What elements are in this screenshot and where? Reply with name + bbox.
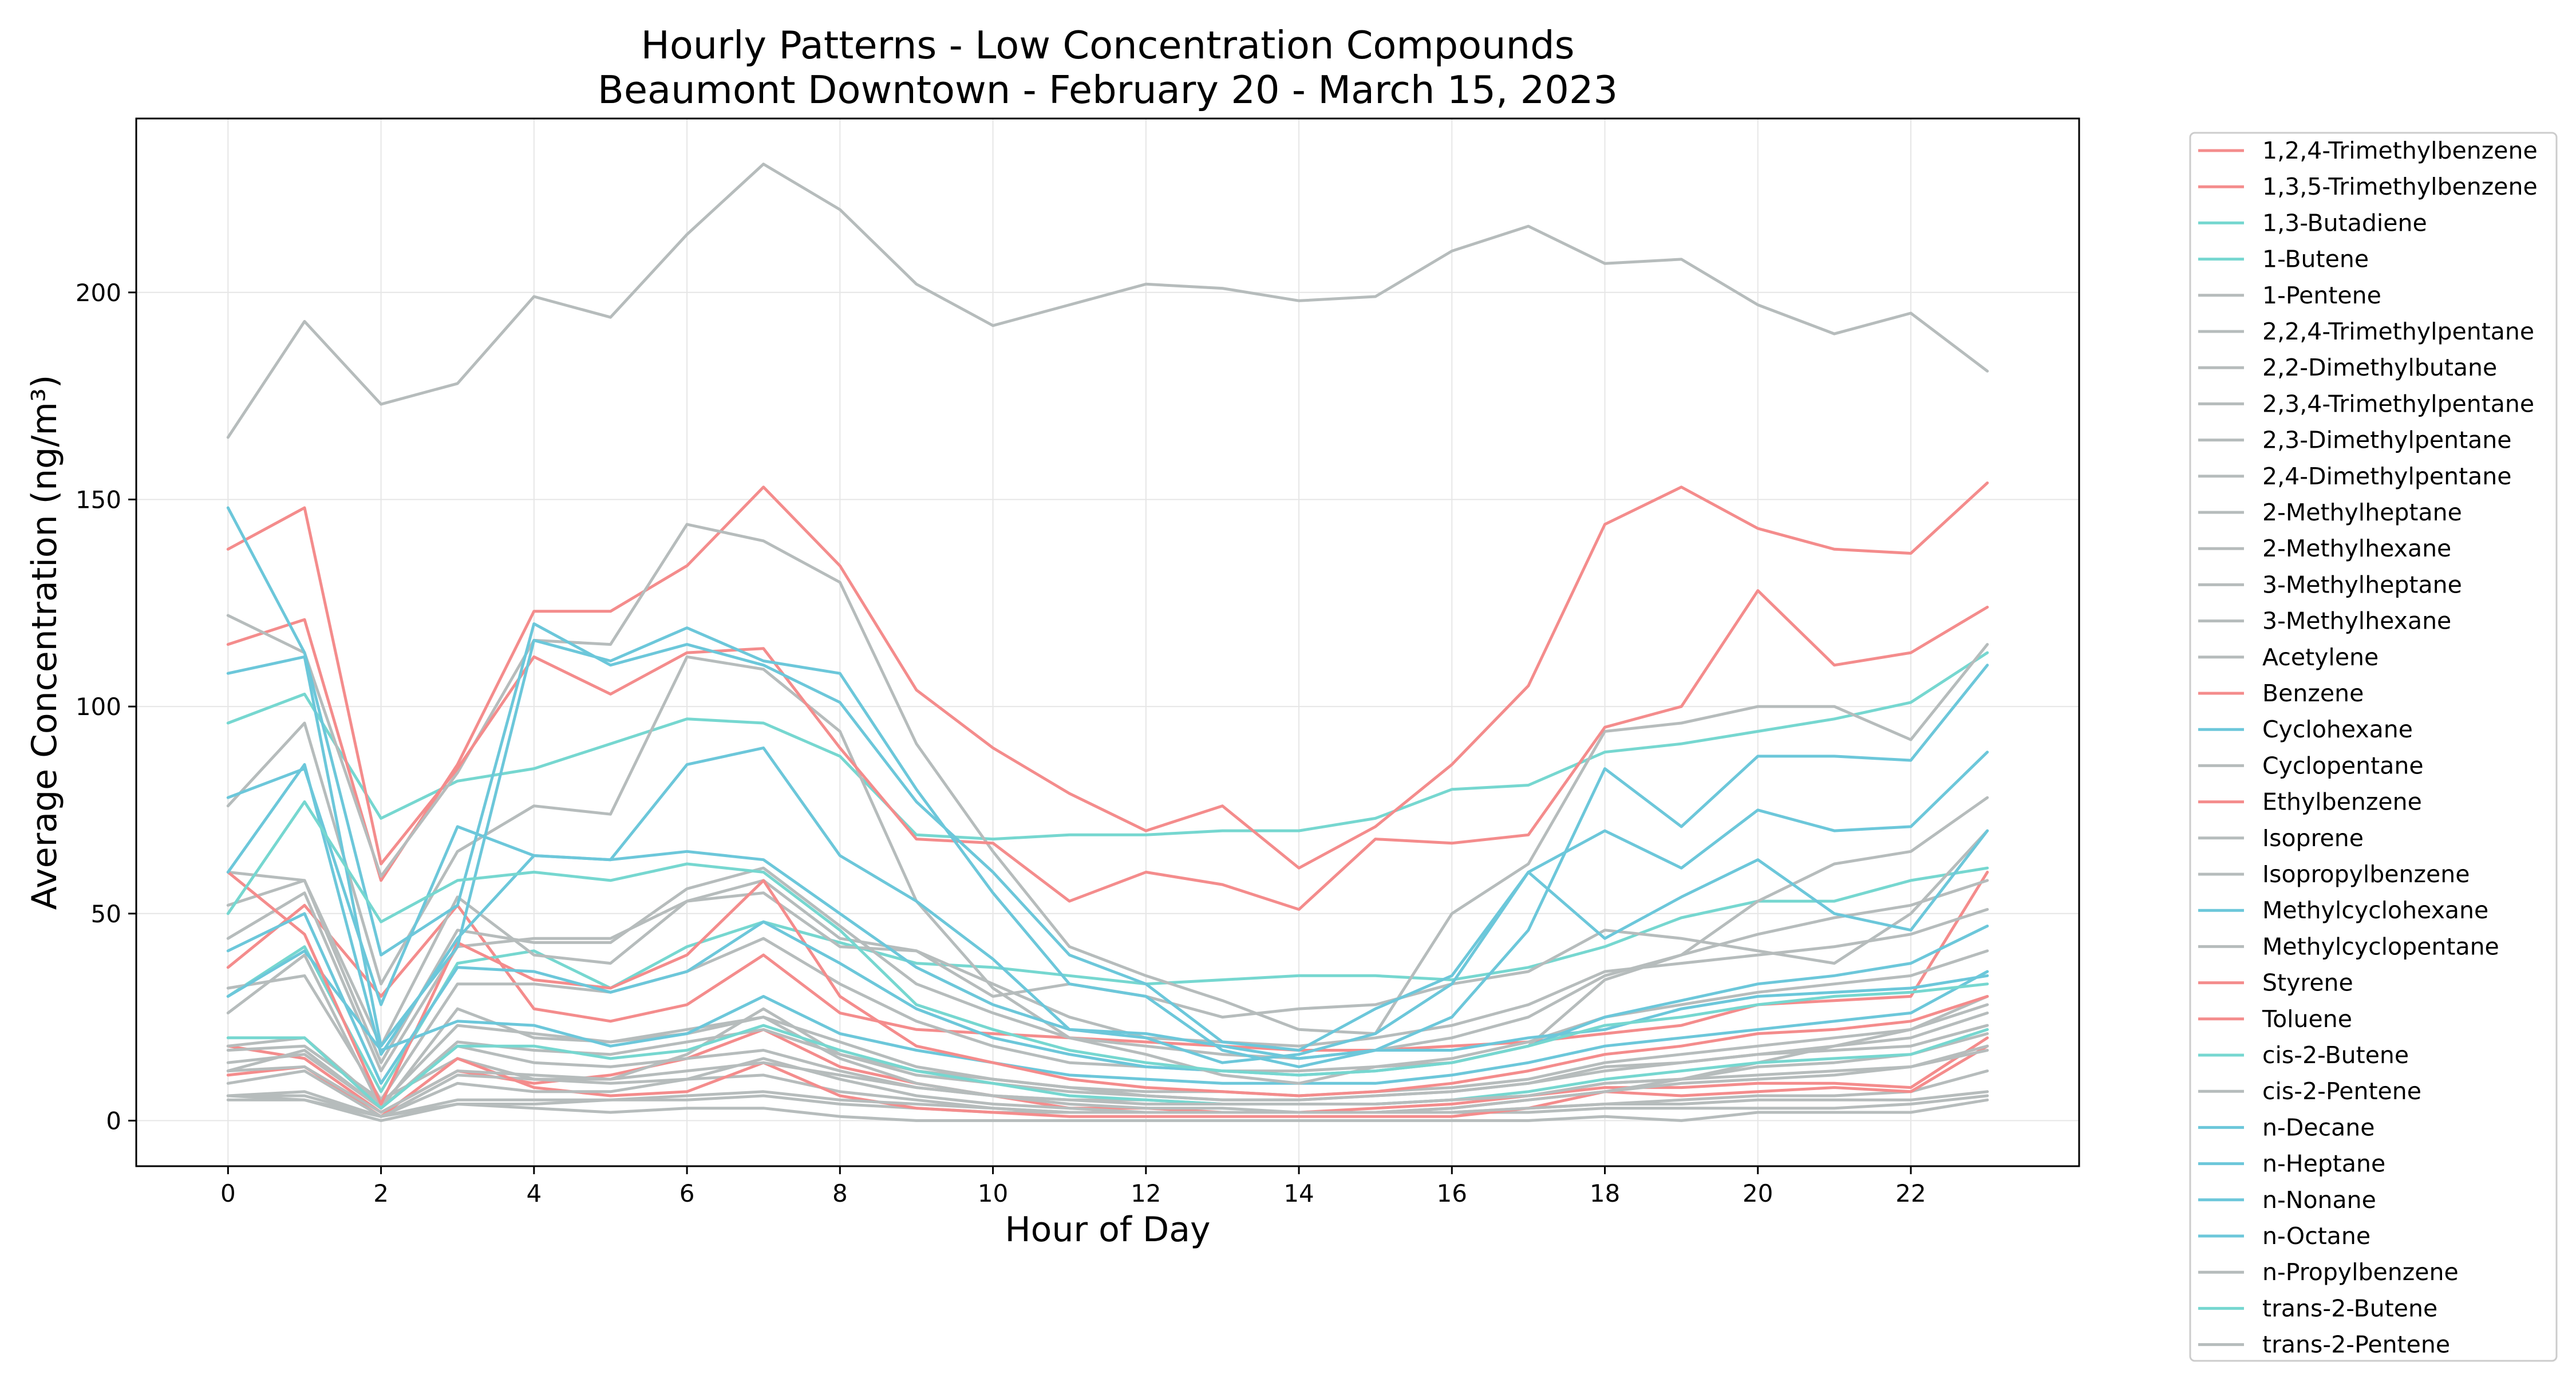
series-line-ethylbenzene [226, 870, 1989, 1105]
legend-label-cis-2-pentene: cis-2-Pentene [2262, 1077, 2421, 1105]
series-line-3-methylhexane [226, 866, 1989, 1064]
series-line-trans-2-pentene [226, 1049, 1989, 1114]
legend-label-2-4-dimethylpentane: 2,4-Dimethylpentane [2262, 463, 2512, 490]
legend-label-n-nonane: n-Nonane [2262, 1186, 2376, 1214]
series-line-n-heptane [226, 746, 1989, 1064]
legend-label-n-decane: n-Decane [2262, 1114, 2374, 1141]
x-tick-label: 14 [1283, 1179, 1314, 1207]
series-line-n-nonane [226, 506, 1989, 1052]
series-line-cyclohexane [226, 949, 1989, 1085]
x-tick-label: 20 [1743, 1179, 1773, 1207]
series-line-styrene [226, 1044, 1989, 1118]
x-tick-label: 10 [978, 1179, 1008, 1207]
series-line-n-propylbenzene [226, 1044, 1989, 1118]
series-line-1-butene [226, 866, 1989, 1093]
series-line-methylcyclopentane [226, 655, 1989, 1085]
legend-label-acetylene: Acetylene [2262, 643, 2379, 671]
legend-label-n-propylbenzene: n-Propylbenzene [2262, 1258, 2459, 1286]
legend-label-methylcyclohexane: Methylcyclohexane [2262, 897, 2488, 924]
x-tick-label: 2 [373, 1179, 389, 1207]
series-line-3-methylheptane [226, 1003, 1989, 1105]
legend-label-n-octane: n-Octane [2262, 1222, 2370, 1250]
legend-label-3-methylhexane: 3-Methylhexane [2262, 607, 2451, 635]
x-tick-label: 0 [220, 1179, 236, 1207]
x-tick-label: 18 [1590, 1179, 1620, 1207]
legend-label-benzene: Benzene [2262, 680, 2364, 707]
y-tick-label: 200 [76, 279, 121, 307]
legend: 1,2,4-Trimethylbenzene 1,3,5-Trimethylben… [2198, 137, 2538, 1359]
legend-label-cyclopentane: Cyclopentane [2262, 752, 2424, 779]
legend-label-1-butene: 1-Butene [2262, 246, 2369, 273]
x-tick-label: 8 [832, 1179, 848, 1207]
y-axis-label: Average Concentration (ng/m³) [25, 375, 65, 910]
legend-label-styrene: Styrene [2262, 969, 2353, 997]
series-line-2-methylhexane [226, 891, 1989, 1073]
legend-label-2-methylheptane: 2-Methylheptane [2262, 499, 2462, 526]
legend-label-toluene: Toluene [2262, 1005, 2352, 1033]
x-tick-label: 16 [1437, 1179, 1467, 1207]
chart-subtitle: Beaumont Downtown - February 20 - March … [598, 68, 1618, 112]
legend-label-2-2-4-trimethylpentane: 2,2,4-Trimethylpentane [2262, 318, 2534, 345]
legend-label-ethylbenzene: Ethylbenzene [2262, 788, 2422, 816]
legend-label-1-3-butadiene: 1,3-Butadiene [2262, 209, 2427, 236]
legend-label-trans-2-pentene: trans-2-Pentene [2262, 1331, 2450, 1359]
chart-title: Hourly Patterns - Low Concentration Comp… [641, 23, 1574, 68]
legend-label-1-3-5-trimethylbenzene: 1,3,5-Trimethylbenzene [2262, 173, 2538, 200]
legend-label-isoprene: Isoprene [2262, 824, 2364, 852]
series-line-1-2-4-trimethylbenzene [226, 870, 1989, 1052]
series-line-isoprene [226, 523, 1989, 1035]
series-line-methylcyclohexane [226, 912, 1989, 1085]
y-tick-label: 50 [91, 900, 121, 928]
series-line-toluene [226, 506, 1989, 911]
x-tick-label: 6 [679, 1179, 695, 1207]
x-axis-ticks: 0 2 4 6 8 10 12 14 16 18 20 22 [220, 1166, 1926, 1207]
grid-lines [136, 119, 2079, 1166]
series-line-2-methylheptane [226, 937, 1989, 1101]
legend-label-n-heptane: n-Heptane [2262, 1150, 2385, 1178]
legend-label-2-methylhexane: 2-Methylhexane [2262, 535, 2451, 562]
series-line-trans-2-butene [226, 800, 1989, 1077]
legend-label-cis-2-butene: cis-2-Butene [2262, 1041, 2409, 1069]
x-axis-label: Hour of Day [1005, 1210, 1211, 1250]
x-tick-label: 12 [1131, 1179, 1161, 1207]
y-tick-label: 150 [76, 485, 121, 514]
legend-label-methylcyclopentane: Methylcyclopentane [2262, 933, 2499, 960]
x-tick-label: 22 [1895, 1179, 1926, 1207]
y-tick-label: 0 [106, 1107, 121, 1135]
series-line-1-pentene [226, 1090, 1989, 1122]
legend-label-2-3-4-trimethylpentane: 2,3,4-Trimethylpentane [2262, 390, 2534, 417]
legend-label-cyclohexane: Cyclohexane [2262, 716, 2413, 743]
legend-label-2-2-dimethylbutane: 2,2-Dimethylbutane [2262, 354, 2497, 381]
series-line-cis-2-butene [226, 1024, 1989, 1110]
legend-label-2-3-dimethylpentane: 2,3-Dimethylpentane [2262, 427, 2512, 454]
y-axis-ticks: 0 50 100 150 200 [76, 279, 136, 1135]
series-line-n-decane [226, 626, 1989, 1068]
y-tick-label: 100 [76, 693, 121, 721]
series-line-n-octane [226, 767, 1989, 1060]
legend-label-1-2-4-trimethylbenzene: 1,2,4-Trimethylbenzene [2262, 137, 2538, 164]
plot-area-frame [135, 117, 2080, 1167]
x-tick-label: 4 [526, 1179, 542, 1207]
series-line-cis-2-pentene [226, 1090, 1989, 1118]
legend-label-isopropylbenzene: Isopropylbenzene [2262, 860, 2470, 888]
legend-label-trans-2-butene: trans-2-Butene [2262, 1294, 2437, 1322]
series-line-benzene [226, 481, 1989, 882]
series-lines [226, 163, 1989, 1122]
legend-label-1-pentene: 1-Pentene [2262, 282, 2381, 309]
legend-label-3-methylheptane: 3-Methylheptane [2262, 571, 2462, 598]
legend-box [2189, 132, 2558, 1362]
series-line-acetylene [226, 163, 1989, 439]
series-line-1-3-butadiene [226, 651, 1989, 841]
